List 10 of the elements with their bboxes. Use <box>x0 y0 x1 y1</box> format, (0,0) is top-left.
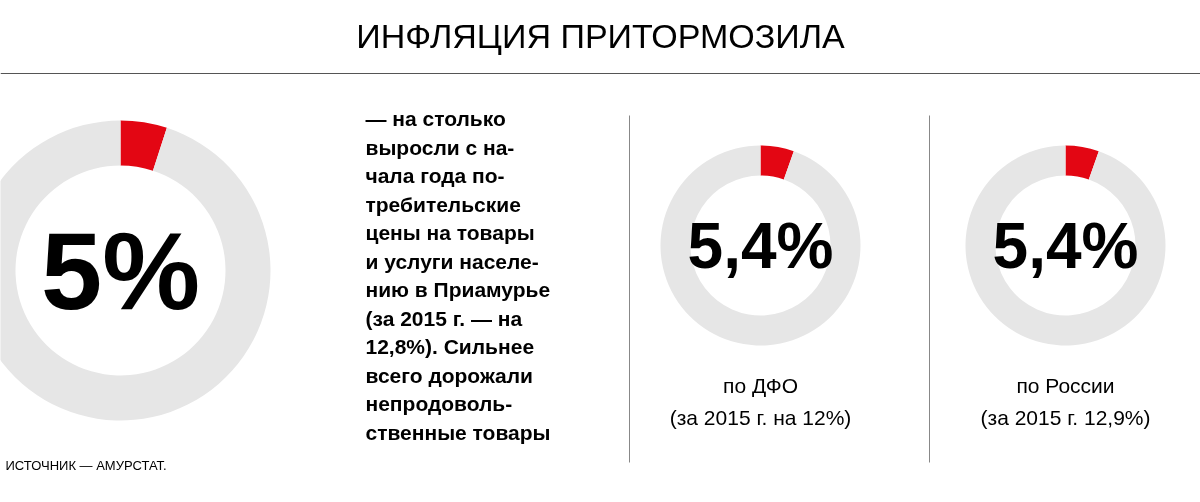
text: ИСТОЧНИК — АМУРСТАТ. <box>5 458 167 473</box>
text: 5,4% <box>992 209 1139 282</box>
text: ИНФЛЯЦИЯ ПРИТОРМОЗИЛА <box>356 16 846 55</box>
text: 5% <box>41 209 200 332</box>
text: (за 2015 г. на 12%) <box>669 406 852 429</box>
text: (за 2015 г. 12,9%) <box>980 406 1151 429</box>
text: 5,4% <box>687 209 834 282</box>
text: по ДФО <box>723 374 798 397</box>
text: по России <box>1016 374 1115 397</box>
text: — на столько выросли с на- чала года по- требительские цены на товары и услуги населе- нию в Приамурье (за 2015 г. — на 12,8%). Сильнее всего дорожали непродоволь- ственные товары <box>365 107 551 444</box>
